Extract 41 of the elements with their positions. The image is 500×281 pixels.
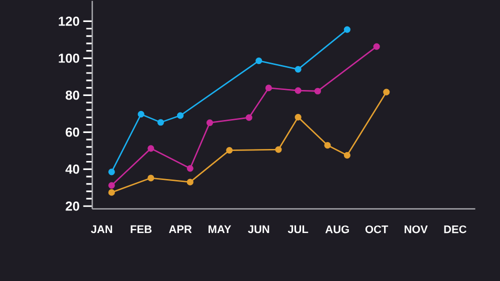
point bbox=[265, 84, 272, 92]
y-tick-label: 40 bbox=[65, 164, 80, 174]
point bbox=[383, 88, 390, 96]
x-tick-label: AUG bbox=[325, 225, 349, 234]
x-tick-label: JUL bbox=[288, 225, 308, 234]
point bbox=[314, 88, 322, 94]
point bbox=[138, 110, 144, 118]
y-tick-label: 80 bbox=[66, 90, 80, 100]
point bbox=[108, 168, 115, 176]
x-tick-label: MAY bbox=[208, 225, 232, 233]
point bbox=[108, 189, 115, 196]
point bbox=[294, 87, 302, 94]
point bbox=[344, 152, 350, 159]
y-tick-label: 100 bbox=[58, 54, 80, 63]
point bbox=[256, 57, 262, 64]
point bbox=[246, 114, 252, 121]
point bbox=[157, 119, 164, 126]
x-tick-label: JAN bbox=[90, 225, 112, 234]
y-tick-label: 20 bbox=[66, 202, 80, 211]
point bbox=[344, 26, 350, 33]
x-tick-label: FEB bbox=[130, 225, 152, 233]
y-tick-label: 120 bbox=[58, 16, 80, 26]
x-tick-label: NOV bbox=[404, 225, 428, 234]
y-tick-label: 60 bbox=[66, 128, 80, 137]
point bbox=[148, 145, 154, 152]
point bbox=[108, 182, 115, 189]
point bbox=[294, 114, 302, 120]
point bbox=[148, 174, 154, 182]
x-tick-label: APR bbox=[168, 225, 192, 233]
point bbox=[186, 165, 194, 172]
point bbox=[206, 119, 214, 126]
point bbox=[226, 146, 233, 154]
x-tick-label: OCT bbox=[365, 225, 388, 234]
point bbox=[324, 142, 331, 149]
point bbox=[186, 178, 194, 186]
x-tick-label: DEC bbox=[444, 225, 466, 234]
point bbox=[373, 43, 380, 50]
point bbox=[294, 66, 302, 73]
point bbox=[177, 112, 184, 119]
point bbox=[275, 146, 282, 153]
x-tick-label: JUN bbox=[248, 225, 270, 234]
